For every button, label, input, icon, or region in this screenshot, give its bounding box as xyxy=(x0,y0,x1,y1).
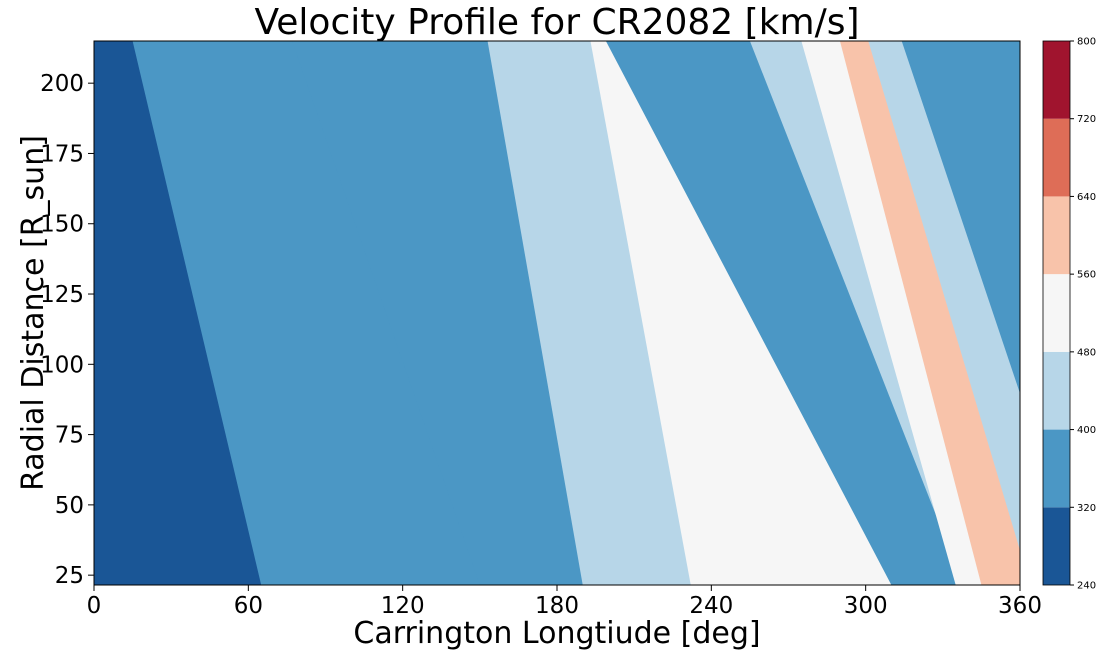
colorbar-segment xyxy=(1043,507,1070,585)
colorbar-tick-label: 720 xyxy=(1077,114,1096,125)
y-axis-label: Radial Distance [R_sun] xyxy=(16,135,51,491)
x-tick-label: 60 xyxy=(234,593,263,619)
contour-band xyxy=(901,41,1020,394)
colorbar-segment xyxy=(1043,351,1070,430)
colorbar-segment xyxy=(1043,274,1070,352)
x-tick-label: 300 xyxy=(844,593,888,619)
y-tick-label: 175 xyxy=(40,141,84,167)
colorbar-tick-label: 560 xyxy=(1077,270,1096,281)
colorbar-tick-label: 480 xyxy=(1077,347,1096,358)
y-tick-label: 150 xyxy=(40,212,84,238)
colorbar: 240 320 400 480 560 640 720 800 xyxy=(1042,37,1096,592)
colorbar-tick-label: 240 xyxy=(1077,581,1096,592)
y-axis: 25 50 75 100 125 150 175 200 xyxy=(40,71,94,589)
colorbar-tick-label: 320 xyxy=(1077,503,1096,514)
x-axis: 0 60 120 180 240 300 360 xyxy=(87,585,1042,619)
plot-area xyxy=(94,41,1020,585)
x-tick-label: 120 xyxy=(381,593,425,619)
y-tick-label: 25 xyxy=(55,563,84,589)
x-tick-label: 180 xyxy=(535,593,579,619)
y-tick-label: 100 xyxy=(40,352,84,378)
y-tick-label: 125 xyxy=(40,282,84,308)
colorbar-segment xyxy=(1043,41,1070,119)
colorbar-tick-label: 400 xyxy=(1077,425,1096,436)
chart-title: Velocity Profile for CR2082 [km/s] xyxy=(254,2,859,43)
x-tick-label: 240 xyxy=(689,593,733,619)
y-tick-label: 200 xyxy=(40,71,84,97)
colorbar-segment xyxy=(1043,118,1070,197)
colorbar-tick-label: 640 xyxy=(1077,192,1096,203)
colorbar-tick-label: 800 xyxy=(1077,37,1096,48)
colorbar-segment xyxy=(1043,196,1070,275)
x-axis-label: Carrington Longtiude [deg] xyxy=(353,616,760,651)
colorbar-frame xyxy=(1042,40,1071,586)
colorbar-segment xyxy=(1043,429,1070,508)
x-tick-label: 360 xyxy=(998,593,1042,619)
y-tick-label: 75 xyxy=(55,423,84,449)
x-tick-label: 0 xyxy=(87,593,102,619)
y-tick-label: 50 xyxy=(55,493,84,519)
